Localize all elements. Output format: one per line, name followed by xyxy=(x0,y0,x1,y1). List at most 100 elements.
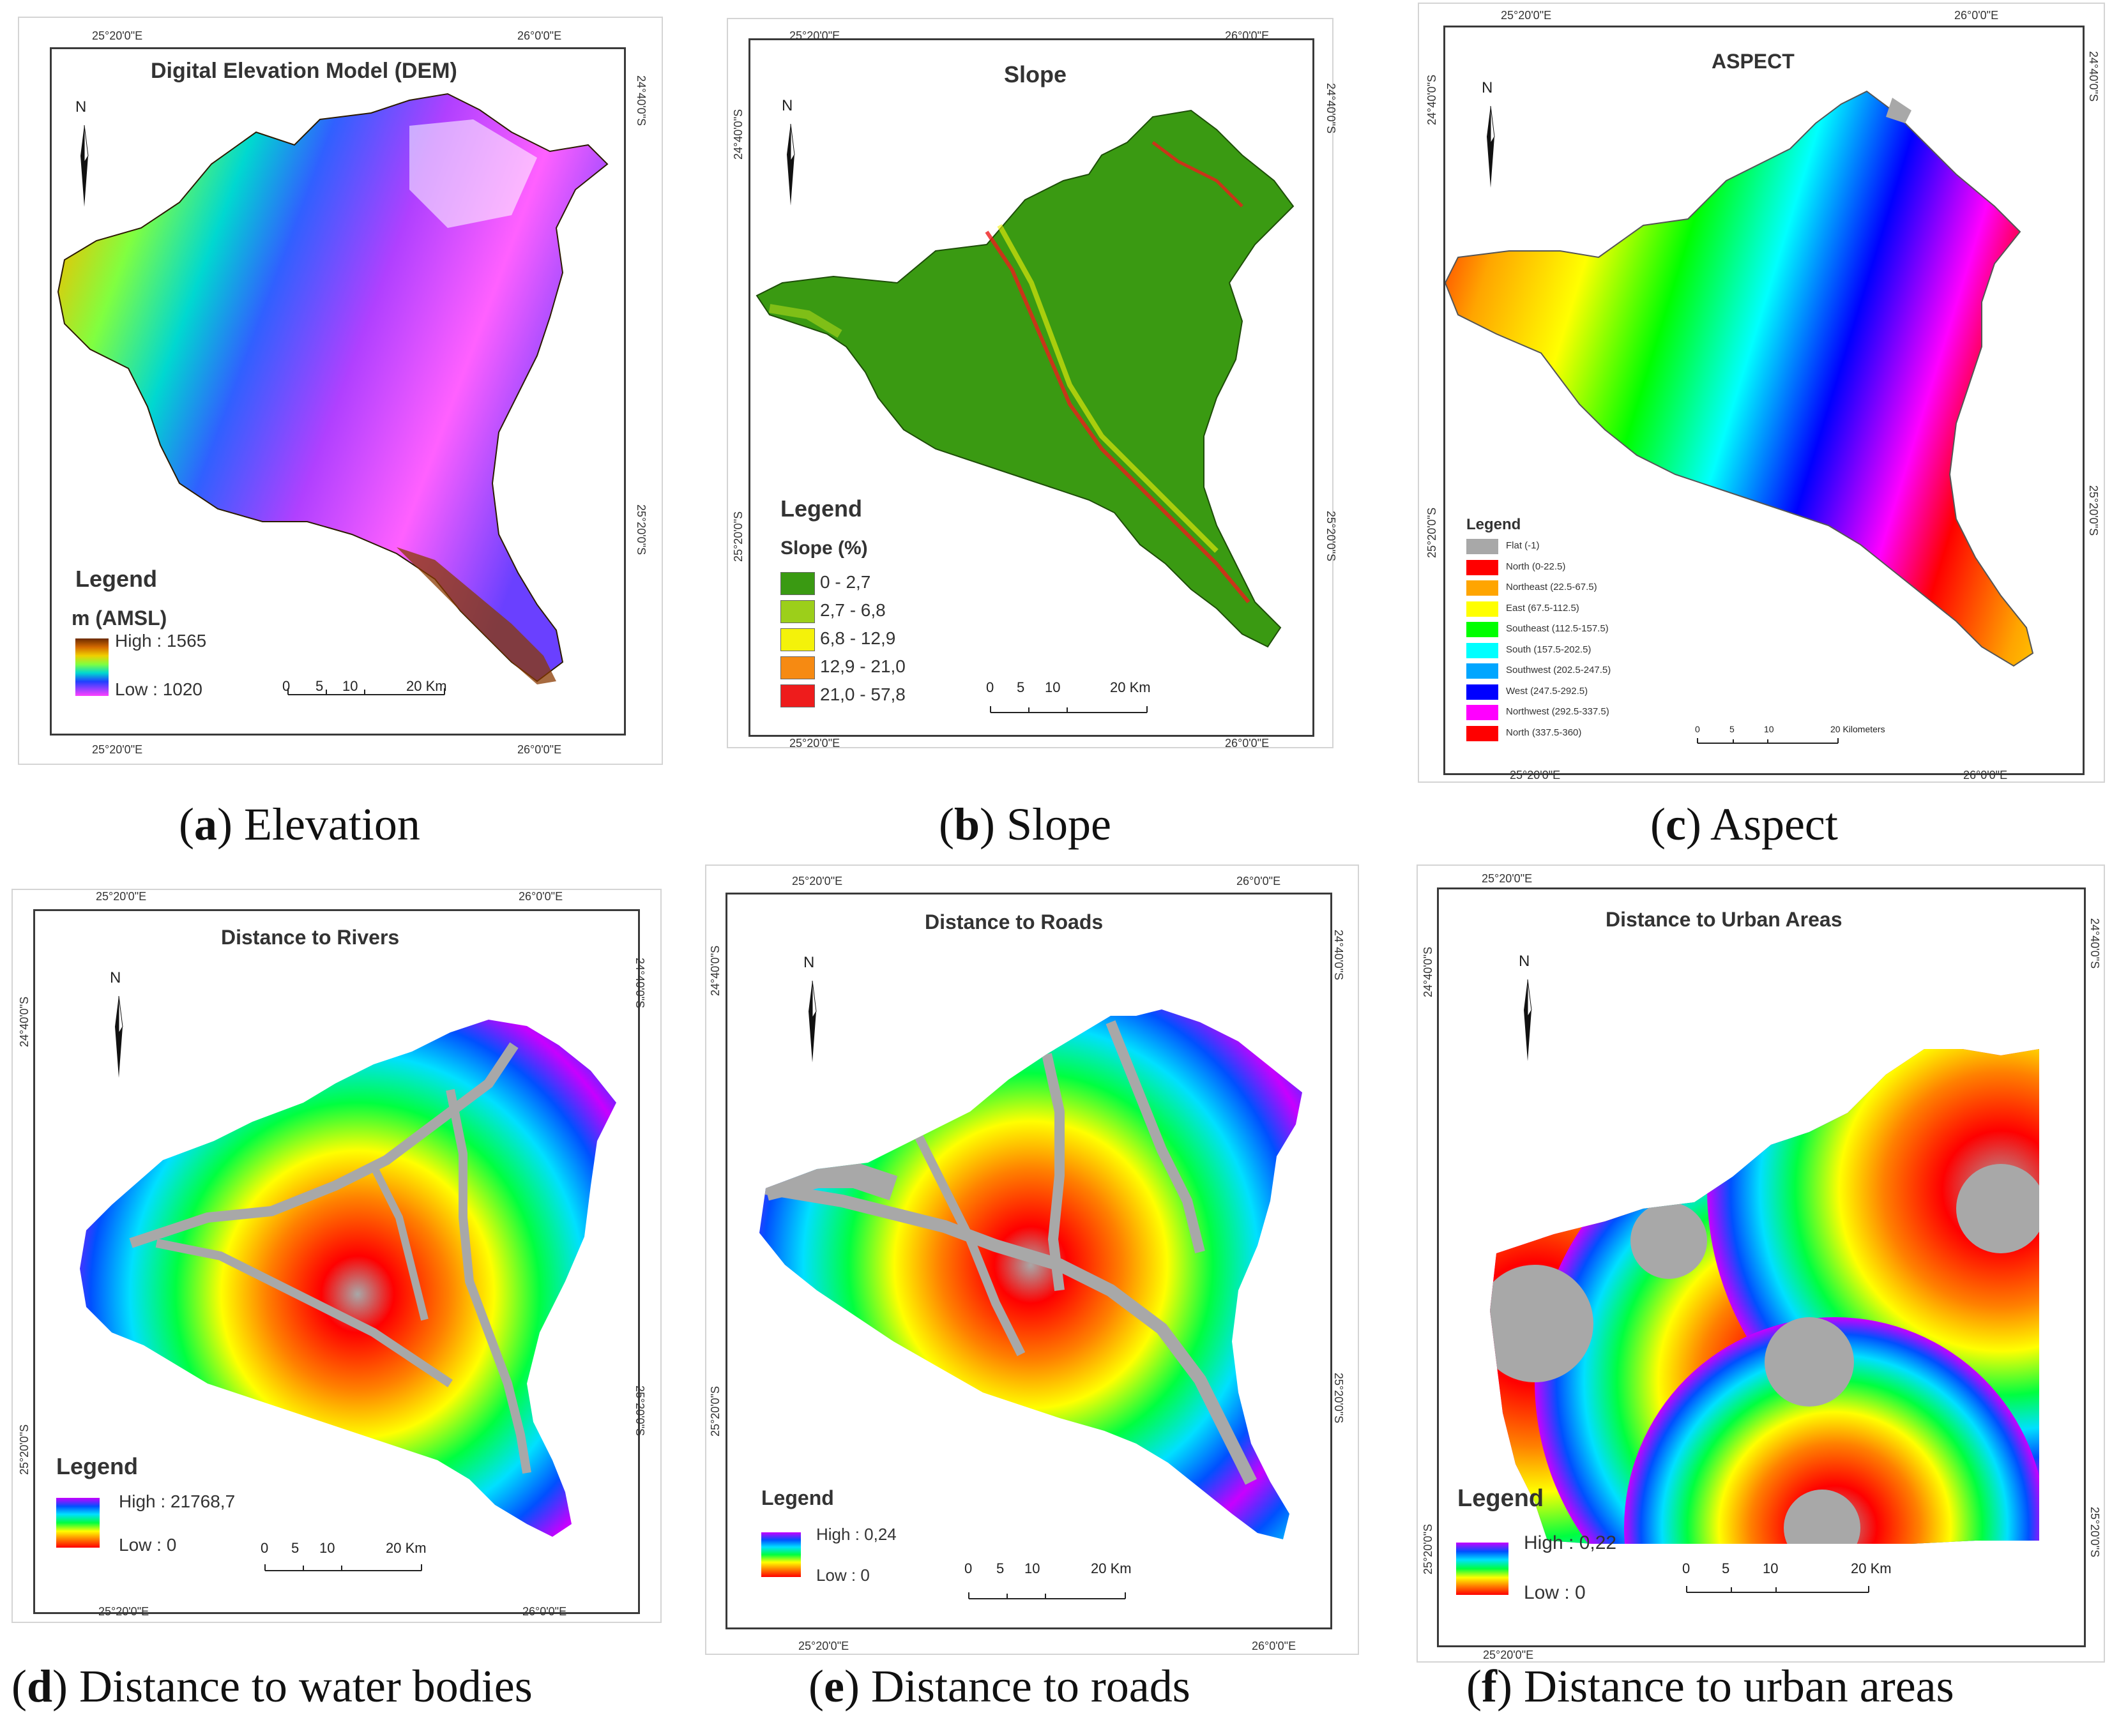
map-title: Distance to Urban Areas xyxy=(1606,908,1842,931)
map-frame xyxy=(1443,26,2085,775)
scale-label-10: 10 xyxy=(319,1540,335,1556)
legend-high: High : 0,22 xyxy=(1524,1532,1617,1553)
lon-label-top-w: 25°20'0"E xyxy=(1501,9,1552,22)
slope-class-label: 12,9 - 21,0 xyxy=(820,656,906,676)
scale-bar xyxy=(987,700,1153,728)
legend-sub: Slope (%) xyxy=(780,538,868,559)
urban-distance-map xyxy=(1490,1049,2039,1544)
scale-label-5: 5 xyxy=(996,1560,1005,1576)
scale-label-20: 20 Km xyxy=(1110,679,1151,695)
scale-label-0: 0 xyxy=(986,679,994,695)
scale-label-20: 20 Km xyxy=(1851,1560,1892,1576)
aspect-class-swatch xyxy=(1466,705,1498,720)
lat-label-left-s: 25°20'0"S xyxy=(709,1385,722,1437)
map-frame xyxy=(748,38,1314,737)
caption-letter: b xyxy=(953,799,980,850)
scale-bar-icon xyxy=(968,1592,1126,1599)
caption-c: (c) Aspect xyxy=(1650,799,1838,850)
scale-bar xyxy=(966,1586,1132,1615)
lat-label-left-n: 24°40'0"S xyxy=(1425,74,1438,125)
slope-class-swatch xyxy=(780,572,815,595)
north-label: N xyxy=(1482,79,1493,96)
lon-label-bottom-w: 25°20'0"E xyxy=(92,743,143,756)
scale-label-5: 5 xyxy=(291,1540,300,1556)
legend-low: Low : 0 xyxy=(816,1566,870,1585)
legend-unit: m (AMSL) xyxy=(72,607,167,630)
scale-label-10: 10 xyxy=(1763,1560,1779,1576)
north-arrow: N xyxy=(107,969,133,1084)
north-arrow-icon xyxy=(1487,105,1495,188)
legend-low: Low : 0 xyxy=(119,1535,177,1555)
caption-letter: e xyxy=(823,1661,844,1712)
aspect-class-label: Southwest (202.5-247.5) xyxy=(1506,665,1611,676)
map-title: Digital Elevation Model (DEM) xyxy=(151,59,457,83)
lat-label-right-s: 25°20'0"S xyxy=(2087,485,2100,536)
lon-label-top-w: 25°20'0"E xyxy=(789,29,840,42)
north-arrow-icon xyxy=(115,995,123,1078)
rivers-ramp xyxy=(56,1498,100,1548)
scale-label-10: 10 xyxy=(1764,724,1774,734)
caption-text: ) Elevation xyxy=(217,799,420,850)
lon-label-top-w: 25°20'0"E xyxy=(792,875,843,887)
caption-letter: d xyxy=(26,1661,53,1712)
slope-map xyxy=(756,109,1295,648)
aspect-class-label: East (67.5-112.5) xyxy=(1506,602,1579,614)
aspect-class-label: North (337.5-360) xyxy=(1506,727,1582,738)
lat-label-right-n: 24°40'0"S xyxy=(1325,83,1337,134)
map-frame xyxy=(50,47,626,736)
lon-label-bottom-e: 26°0'0"E xyxy=(1225,737,1270,750)
lon-label-bottom-w: 25°20'0"E xyxy=(798,1640,849,1652)
caption-letter: c xyxy=(1665,799,1686,850)
legend-title: Legend xyxy=(780,495,863,522)
lat-label-right-s: 25°20'0"S xyxy=(634,1385,646,1437)
legend-title: Legend xyxy=(1457,1485,1544,1512)
caption-text: ) Distance to roads xyxy=(844,1661,1190,1712)
slope-class-label: 2,7 - 6,8 xyxy=(820,600,886,620)
caption-text: ) Slope xyxy=(980,799,1112,850)
lat-label-left-n: 24°40'0"S xyxy=(1422,946,1434,997)
north-arrow: N xyxy=(1516,953,1542,1068)
scale-label-0: 0 xyxy=(261,1540,269,1556)
aspect-class-label: Southeast (112.5-157.5) xyxy=(1506,623,1609,634)
aspect-class-label: Northeast (22.5-67.5) xyxy=(1506,582,1597,593)
north-arrow-icon xyxy=(1524,979,1532,1061)
scale-bar xyxy=(1696,734,1843,757)
caption-e: (e) Distance to roads xyxy=(809,1661,1190,1712)
roads-ramp xyxy=(761,1532,801,1577)
lon-label-top-e: 26°0'0"E xyxy=(1225,29,1270,42)
scale-label-20: 20 Km xyxy=(406,678,447,694)
lat-label-right-s: 25°20'0"S xyxy=(1325,511,1337,562)
aspect-class-swatch xyxy=(1466,622,1498,637)
scale-label-0: 0 xyxy=(1682,1560,1690,1576)
scale-bar xyxy=(262,1558,428,1587)
caption-text: ) Distance to urban areas xyxy=(1496,1661,1954,1712)
lon-label-top-e: 26°0'0"E xyxy=(1954,9,1999,22)
slope-class-swatch xyxy=(780,600,815,623)
lon-label-top-w: 25°20'0"E xyxy=(96,890,147,903)
lon-label-top-e: 26°0'0"E xyxy=(517,29,562,42)
aspect-class-swatch xyxy=(1466,580,1498,596)
lat-label-right-n: 24°40'0"S xyxy=(2087,51,2100,102)
lat-label-left-s: 25°20'0"S xyxy=(18,1424,31,1475)
lat-label-right-s: 25°20'0"S xyxy=(635,504,648,555)
legend-high: High : 1565 xyxy=(115,631,207,651)
lat-label-right-s: 25°20'0"S xyxy=(2088,1507,2101,1558)
caption-text: ) Distance to water bodies xyxy=(52,1661,533,1712)
legend-high: High : 0,24 xyxy=(816,1525,897,1544)
north-arrow: N xyxy=(1479,79,1505,194)
aspect-map xyxy=(1445,90,2034,667)
scale-label-5: 5 xyxy=(1729,724,1735,734)
map-title: Distance to Rivers xyxy=(221,926,400,949)
scale-label-0: 0 xyxy=(964,1560,973,1576)
aspect-class-swatch xyxy=(1466,642,1498,658)
map-frame xyxy=(33,909,640,1614)
scale-bar xyxy=(1683,1580,1875,1608)
lat-label-left-s: 25°20'0"S xyxy=(1422,1523,1434,1574)
legend-low: Low : 0 xyxy=(1524,1582,1586,1603)
lat-label-right-n: 24°40'0"S xyxy=(635,75,648,126)
caption-f: (f) Distance to urban areas xyxy=(1466,1661,1954,1712)
caption-letter: a xyxy=(194,799,217,850)
scale-label-20: 20 Km xyxy=(1091,1560,1132,1576)
aspect-class-swatch xyxy=(1466,539,1498,554)
scale-bar xyxy=(285,682,451,711)
